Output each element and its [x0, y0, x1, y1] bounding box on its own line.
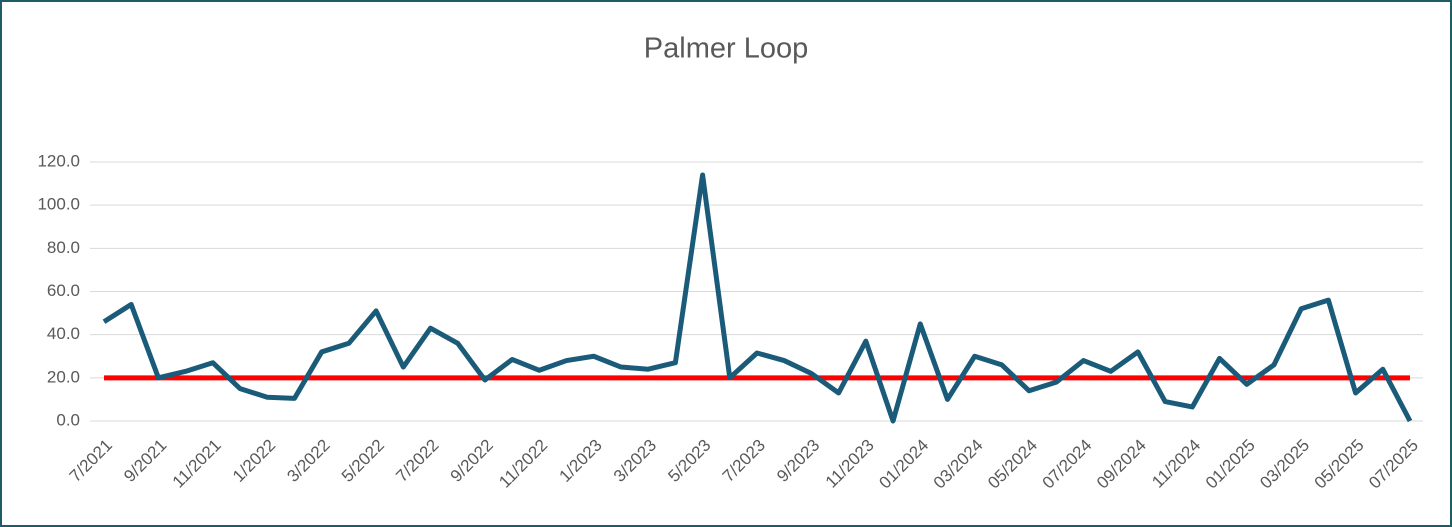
y-tick-label: 120.0: [37, 151, 80, 170]
chart-title: Palmer Loop: [644, 33, 808, 65]
y-tick-label: 60.0: [47, 281, 80, 300]
data-line: [102, 172, 1413, 424]
y-tick-label: 80.0: [47, 238, 80, 257]
y-tick-label: 0.0: [56, 410, 80, 429]
y-tick-label: 40.0: [47, 324, 80, 343]
y-tick-label: 100.0: [37, 195, 80, 214]
y-tick-label: 20.0: [47, 367, 80, 386]
